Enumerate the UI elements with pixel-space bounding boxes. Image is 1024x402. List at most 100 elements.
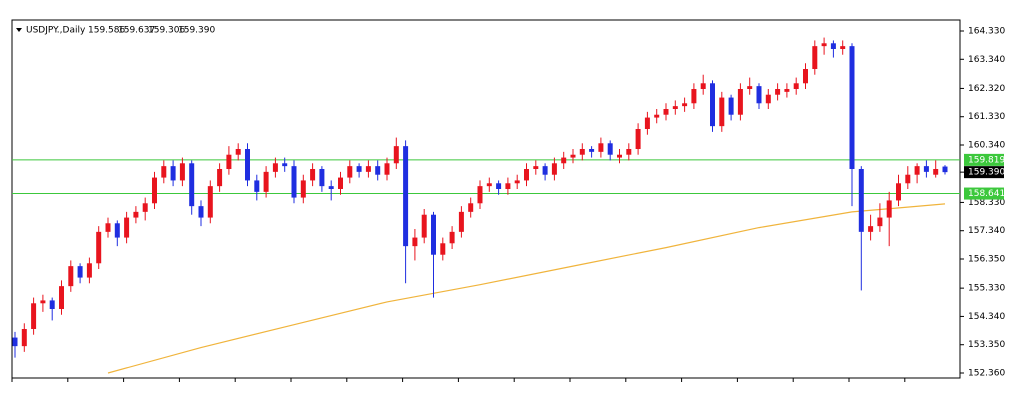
candle-body xyxy=(300,180,306,198)
candle-body xyxy=(393,146,399,164)
candle-body xyxy=(170,166,176,181)
candle-body xyxy=(179,163,185,181)
candle-body xyxy=(254,180,260,192)
candle-body xyxy=(607,143,613,155)
candle-body xyxy=(719,97,725,127)
candle-body xyxy=(114,223,120,238)
candle-body xyxy=(775,89,781,95)
moving-average xyxy=(107,203,946,374)
candle-body xyxy=(347,166,353,178)
candle-body xyxy=(784,89,790,92)
y-tick-label: 161.330 xyxy=(968,112,1005,122)
candle-body xyxy=(654,114,660,118)
candle-body xyxy=(477,186,483,204)
candle-body xyxy=(161,166,167,178)
candle-body xyxy=(821,43,827,47)
candle-body xyxy=(710,83,715,127)
candle-body xyxy=(793,83,799,89)
candle-body xyxy=(542,166,548,175)
candle-body xyxy=(142,203,148,212)
candle-body xyxy=(272,163,278,172)
candle-body xyxy=(375,166,381,175)
candle-body xyxy=(96,231,102,264)
last-price-bg xyxy=(964,166,1004,179)
candle-body xyxy=(858,169,864,232)
candle-body xyxy=(598,143,604,152)
candle-body xyxy=(803,69,808,84)
menu-arrow xyxy=(16,28,22,32)
candle-body xyxy=(207,186,213,218)
candle-body xyxy=(133,211,139,218)
candle-body xyxy=(356,166,362,172)
candle-body xyxy=(226,154,232,169)
candle-body xyxy=(124,217,130,238)
candle-body xyxy=(310,169,316,181)
y-tick-label: 156.350 xyxy=(968,255,1005,265)
candle-body xyxy=(561,157,567,164)
candle-body xyxy=(644,117,650,129)
y-tick-label: 153.350 xyxy=(968,340,1005,350)
candle-body xyxy=(682,103,688,107)
candle-body xyxy=(663,109,669,115)
candle-body xyxy=(877,217,883,227)
candle-body xyxy=(40,300,46,304)
candle-body xyxy=(756,86,762,104)
header-value: 159.390 xyxy=(178,26,215,36)
candle-body xyxy=(896,183,901,201)
candle-body xyxy=(524,169,529,181)
candle-body xyxy=(691,89,697,104)
y-tick-label: 162.320 xyxy=(968,84,1005,94)
candle-body xyxy=(412,237,418,247)
y-tick-label: 157.340 xyxy=(968,226,1005,236)
candle-body xyxy=(914,166,920,175)
candle-body xyxy=(86,263,92,278)
candle-body xyxy=(282,163,288,167)
candle-body xyxy=(68,266,74,287)
candle-body xyxy=(59,286,64,309)
last-price-label: 159.390 xyxy=(968,168,1005,178)
candle-body xyxy=(486,183,492,187)
candle-body xyxy=(77,266,83,278)
candle-body xyxy=(905,174,911,184)
candle-body xyxy=(319,169,325,187)
header-value: 159.306 xyxy=(148,26,185,36)
candle-body xyxy=(384,163,390,175)
candle-body xyxy=(514,180,520,184)
candle-body xyxy=(830,43,836,49)
plot-frame xyxy=(11,19,961,379)
candle-body xyxy=(626,149,632,155)
candle-body xyxy=(840,46,846,49)
candle-body xyxy=(923,166,929,172)
candle-body xyxy=(886,200,892,218)
candle-body xyxy=(365,166,371,172)
y-tick-label: 163.340 xyxy=(968,55,1005,65)
candle-body xyxy=(449,231,455,244)
candle-body xyxy=(328,186,334,189)
candle-body xyxy=(458,211,464,232)
candle-body xyxy=(338,177,343,189)
candle-body xyxy=(198,206,204,218)
candle-body xyxy=(235,149,241,155)
candle-body xyxy=(245,149,250,181)
candle-body xyxy=(849,46,855,170)
price-label-bg xyxy=(964,187,1004,200)
candle-body xyxy=(700,83,706,89)
price-label: 158.641 xyxy=(968,189,1005,199)
y-tick-label: 164.330 xyxy=(968,27,1005,37)
candle-body xyxy=(635,129,641,149)
candle-body xyxy=(263,171,269,192)
candle-body xyxy=(728,97,734,115)
candle-body xyxy=(747,86,753,89)
y-tick-label: 160.340 xyxy=(968,141,1005,151)
y-tick-label: 152.360 xyxy=(968,369,1005,379)
candle-body xyxy=(105,223,111,232)
candle-body xyxy=(403,146,409,247)
candle-body xyxy=(942,166,948,173)
candle-body xyxy=(737,89,743,115)
candle-body xyxy=(933,169,939,175)
candle-body xyxy=(570,154,576,158)
candle-body xyxy=(189,163,195,207)
candle-body xyxy=(440,243,446,255)
candle-body xyxy=(291,166,297,198)
